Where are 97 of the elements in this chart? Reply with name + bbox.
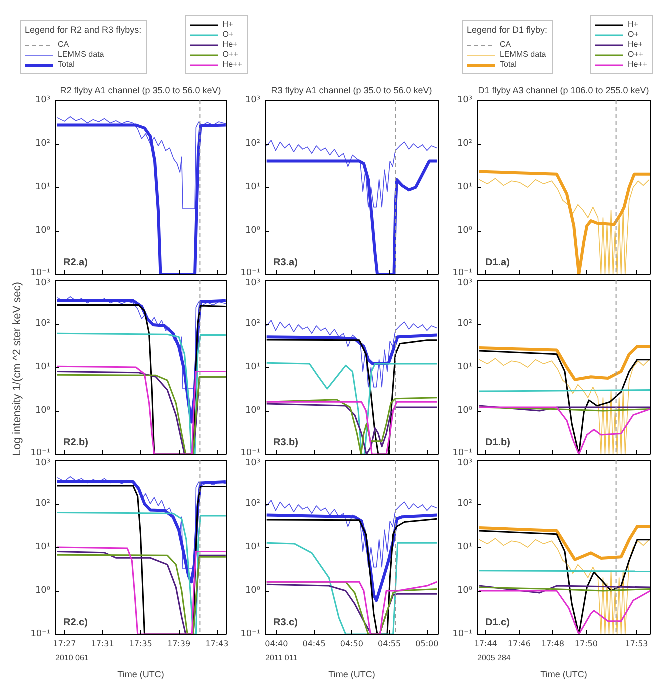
y-tick-label: 10⁰ [35,586,51,596]
annotation: D1.c) [486,618,510,628]
annotation: R2.b) [64,438,88,448]
y-tick-label: 10¹ [245,362,261,372]
chart-title: R2 flyby A1 channel (p 35.0 to 56.0 keV) [60,86,222,96]
y-tick-label: 10³ [457,96,473,106]
y-tick-label: 10⁻¹ [240,448,261,458]
annotation: R2.c) [64,618,88,628]
y-tick-label: 10² [457,319,473,329]
legend-label: LEMMS data [500,50,546,59]
legend-label: CA [58,40,70,49]
y-tick-label: 10⁻¹ [30,448,51,458]
y-tick-label: 10¹ [457,542,473,552]
y-tick-label: 10⁻¹ [240,630,261,640]
annotation: R3.b) [274,438,298,448]
legend-label: O+ [628,30,640,39]
x-axis-title: Time (UTC) [540,670,588,680]
x-tick-label: 17:50 [574,640,598,648]
y-tick-label: 10⁻¹ [30,268,51,278]
annotation: D1.b) [486,438,510,448]
x-tick-label: 17:31 [91,640,114,648]
legend-label: LEMMS data [58,50,104,59]
y-tick-label: 10² [35,139,51,149]
text: 2005 284 [478,654,512,662]
annotation: D1.a) [486,258,510,268]
x-tick-label: 04:40 [265,640,288,648]
legend-label: He++ [222,60,243,69]
y-tick-label: 10⁰ [245,586,261,596]
legend-title: Legend for R2 and R3 flybys: [25,25,142,35]
y-tick-label: 10³ [457,458,473,468]
y-tick-label: 10⁻¹ [240,268,261,278]
legend-label: H+ [222,20,234,29]
y-tick-label: 10³ [245,278,261,288]
y-tick-label: 10³ [35,458,51,468]
y-tick-label: 10⁰ [245,406,261,416]
y-tick-label: 10⁻¹ [452,630,473,640]
x-tick-label: 17:35 [129,640,152,648]
y-tick-label: 10² [245,499,261,509]
legend-label: He++ [628,60,648,69]
legend-label: O++ [628,50,645,59]
text: 2010 061 [56,654,90,662]
y-tick-label: 10³ [35,96,51,106]
legend-title: Legend for D1 flyby: [467,25,548,35]
legend-label: Total [58,60,76,69]
x-tick-label: 04:55 [378,640,402,648]
x-tick-label: 04:50 [340,640,364,648]
x-tick-label: 17:39 [168,640,191,648]
annotation: R3.a) [274,258,298,268]
y-tick-label: 10³ [35,278,51,288]
annotation: R2.a) [64,258,88,268]
y-tick-label: 10⁰ [245,226,261,236]
x-tick-label: 17:44 [474,640,498,648]
x-tick-label: 04:45 [302,640,326,648]
y-tick-label: 10² [457,499,473,509]
legend-label: CA [500,40,512,49]
y-tick-label: 10¹ [245,542,261,552]
chart-title: R3 flyby A1 channel (p 35.0 to 56.0 keV) [271,86,432,96]
x-tick-label: 17:27 [53,640,76,648]
y-axis-title: Log intensity 1/(cm ^2 ster keV sec) [12,282,24,456]
y-tick-label: 10¹ [457,362,473,372]
y-tick-label: 10² [35,319,51,329]
legend-label: He+ [628,40,644,49]
y-tick-label: 10¹ [457,182,473,192]
y-tick-label: 10³ [245,96,261,106]
y-tick-label: 10⁻¹ [452,268,473,278]
y-tick-label: 10³ [245,458,261,468]
y-tick-label: 10³ [457,278,473,288]
legend-label: Total [500,60,518,69]
y-tick-label: 10² [35,499,51,509]
x-axis-title: Time (UTC) [328,670,376,680]
y-tick-label: 10⁻¹ [452,448,473,458]
y-tick-label: 10¹ [35,182,51,192]
y-tick-label: 10⁰ [457,586,473,596]
annotation: R3.c) [274,618,298,628]
y-tick-label: 10⁰ [457,226,473,236]
legend-label: H+ [628,20,640,29]
legend-label: He+ [222,40,239,49]
y-tick-label: 10⁰ [35,226,51,236]
legend-label: O+ [222,30,235,39]
y-tick-label: 10⁻¹ [30,630,51,640]
x-axis-title: Time (UTC) [118,670,164,680]
x-tick-label: 17:53 [625,640,648,648]
y-tick-label: 10¹ [35,542,51,552]
x-tick-label: 17:46 [508,640,531,648]
y-tick-label: 10² [457,139,473,149]
y-tick-label: 10² [245,319,261,329]
y-tick-label: 10⁰ [35,406,51,416]
x-tick-label: 17:48 [541,640,564,648]
y-tick-label: 10¹ [35,362,51,372]
x-tick-label: 17:43 [206,640,229,648]
legend-label: O++ [222,50,240,59]
y-tick-label: 10⁰ [457,406,473,416]
chart-title: D1 flyby A3 channel (p 106.0 to 255.0 keV) [478,86,650,96]
y-tick-label: 10¹ [245,182,261,192]
x-tick-label: 05:00 [416,640,439,648]
text: 2011 011 [266,654,298,662]
y-tick-label: 10² [245,139,261,149]
